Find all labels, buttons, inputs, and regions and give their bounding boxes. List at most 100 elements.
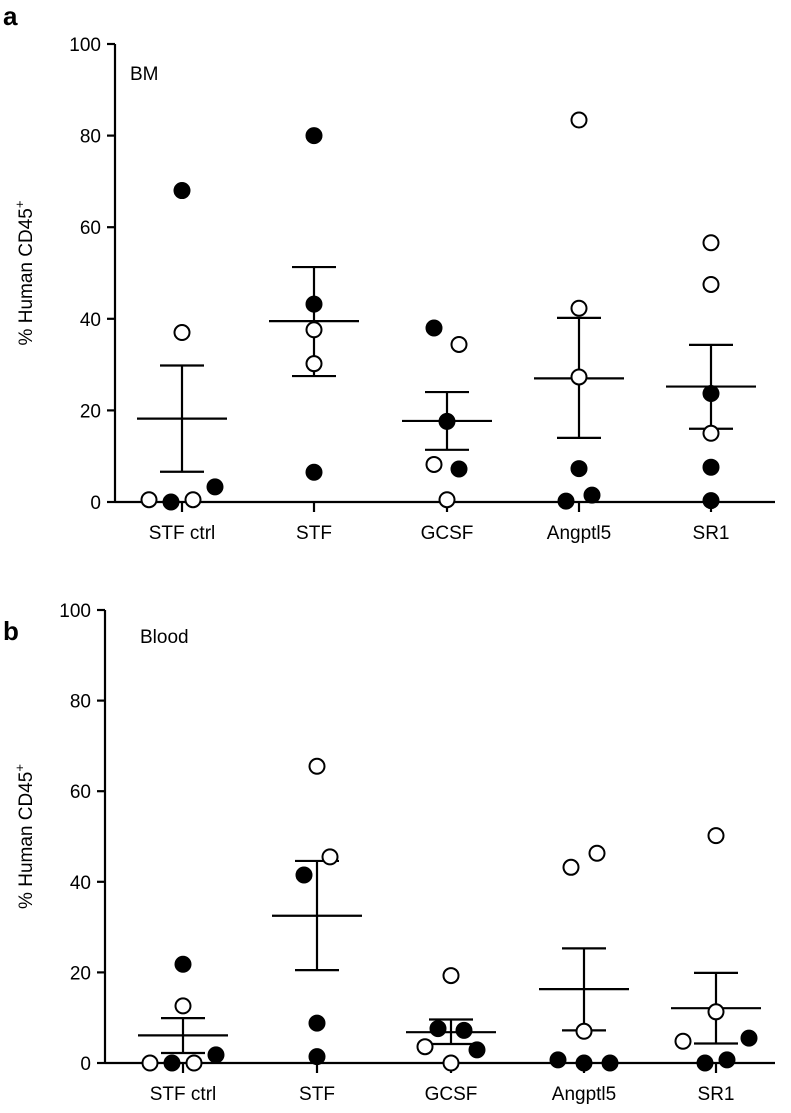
x-tick-label: Angptl5 <box>547 523 611 544</box>
data-point-open <box>702 234 720 252</box>
y-tick-label: 60 <box>80 218 101 239</box>
data-point-filled <box>468 1041 486 1059</box>
data-point-filled <box>206 478 224 496</box>
group-stf <box>269 127 359 481</box>
tissue-label: BM <box>130 64 159 85</box>
data-point-open <box>707 827 725 845</box>
x-tick-label: STF ctrl <box>149 523 216 544</box>
x-tick-label: STF <box>299 1084 335 1105</box>
data-point-open <box>185 1054 203 1072</box>
data-point-filled <box>207 1046 225 1064</box>
data-point-filled <box>295 866 313 884</box>
data-point-open <box>570 368 588 386</box>
data-point-filled <box>174 955 192 973</box>
data-point-filled <box>702 384 720 402</box>
data-point-filled <box>305 127 323 145</box>
data-point-open <box>575 1022 593 1040</box>
y-tick-label: 40 <box>70 873 91 894</box>
data-point-filled <box>308 1048 326 1066</box>
y-axis-label-superscript: + <box>12 201 27 209</box>
panel-letter: a <box>3 1 18 31</box>
y-tick-label: 40 <box>80 310 101 331</box>
data-point-open <box>674 1032 692 1050</box>
data-point-open <box>702 275 720 293</box>
data-point-open <box>416 1038 434 1056</box>
data-point-filled <box>163 1054 181 1072</box>
y-tick-label: 60 <box>70 782 91 803</box>
data-point-open <box>570 111 588 129</box>
y-axis-label: % Human CD45+ <box>12 201 37 346</box>
data-point-open <box>305 321 323 339</box>
y-tick-label: 0 <box>90 493 101 514</box>
data-point-open <box>438 491 456 509</box>
panel-b: 0 20 40 60 80 100 % Human CD45+ b Blood STF ctrl S… <box>3 601 775 1105</box>
group-stf-ctrl <box>138 955 228 1072</box>
data-point-filled <box>305 463 323 481</box>
data-point-filled <box>557 492 575 510</box>
y-tick-label: 0 <box>80 1054 91 1075</box>
data-point-open <box>707 1003 725 1021</box>
y-tick-label: 100 <box>59 601 91 622</box>
data-point-open <box>425 455 443 473</box>
data-point-filled <box>438 412 456 430</box>
y-axis-label: % Human CD45+ <box>12 764 37 909</box>
panel-letter: b <box>3 616 19 646</box>
tissue-label: Blood <box>140 627 189 648</box>
data-point-filled <box>601 1054 619 1072</box>
group-sr1 <box>671 827 761 1072</box>
y-tick-label: 20 <box>70 963 91 984</box>
data-point-open <box>321 848 339 866</box>
data-point-filled <box>450 460 468 478</box>
y-tick-label: 100 <box>69 35 101 56</box>
group-sr1 <box>666 234 756 510</box>
data-point-filled <box>575 1054 593 1072</box>
data-point-open <box>174 997 192 1015</box>
data-point-open <box>450 335 468 353</box>
data-point-filled <box>429 1020 447 1038</box>
data-point-open <box>140 491 158 509</box>
data-point-filled <box>173 182 191 200</box>
y-axis-label-text: % Human CD45 <box>16 772 37 909</box>
data-point-open <box>442 1054 460 1072</box>
data-point-filled <box>740 1029 758 1047</box>
y-tick-label: 80 <box>70 692 91 713</box>
y-axis-label-superscript: + <box>12 764 27 772</box>
data-point-open <box>570 299 588 317</box>
data-point-open <box>173 324 191 342</box>
group-gcsf <box>402 319 492 509</box>
data-point-filled <box>162 493 180 511</box>
data-point-open <box>184 491 202 509</box>
data-point-filled <box>305 295 323 313</box>
group-stf-ctrl <box>137 182 227 511</box>
data-point-open <box>442 967 460 985</box>
data-point-filled <box>425 319 443 337</box>
data-point-filled <box>702 492 720 510</box>
x-tick-label: GCSF <box>421 523 474 544</box>
data-point-filled <box>549 1051 567 1069</box>
data-point-filled <box>702 458 720 476</box>
y-axis-label-text: % Human CD45 <box>16 208 37 345</box>
data-point-filled <box>696 1054 714 1072</box>
x-tick-label: Angptl5 <box>552 1084 616 1105</box>
group-angptl5 <box>539 844 629 1072</box>
x-tick-label: STF <box>296 523 332 544</box>
y-tick-label: 20 <box>80 401 101 422</box>
group-angptl5 <box>534 111 624 510</box>
data-point-open <box>562 858 580 876</box>
panel-a: 0 20 40 60 80 100 % Human CD45+ a BM STF ctrl STF G… <box>3 1 775 544</box>
x-tick-label: SR1 <box>693 523 730 544</box>
data-point-open <box>588 844 606 862</box>
data-point-filled <box>455 1021 473 1039</box>
data-point-open <box>141 1054 159 1072</box>
x-tick-label: SR1 <box>698 1084 735 1105</box>
data-point-open <box>308 757 326 775</box>
data-point-filled <box>570 460 588 478</box>
x-tick-label: STF ctrl <box>150 1084 217 1105</box>
data-point-filled <box>718 1051 736 1069</box>
data-point-open <box>305 355 323 373</box>
data-point-open <box>702 424 720 442</box>
data-point-filled <box>583 486 601 504</box>
data-point-filled <box>308 1014 326 1032</box>
x-tick-label: GCSF <box>425 1084 478 1105</box>
